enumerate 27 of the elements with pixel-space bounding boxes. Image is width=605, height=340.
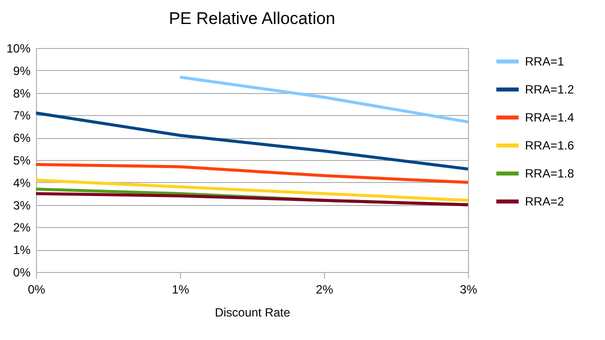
y-tick-label: 10% — [6, 42, 31, 56]
line-series — [34, 192, 470, 206]
y-tick-label: 9% — [13, 64, 31, 78]
y-tick-label: 1% — [13, 243, 31, 258]
line-series — [34, 111, 470, 170]
y-tick-label: 2% — [13, 220, 31, 235]
x-axis-title: Discount Rate — [214, 306, 291, 320]
x-tick-label: 3% — [460, 282, 478, 296]
x-tick-label: 0% — [28, 282, 46, 296]
y-tick-label: 8% — [13, 86, 31, 100]
line-series — [34, 178, 470, 202]
y-tick-label: 4% — [13, 176, 31, 190]
legend-label: RRA=1.2 — [525, 82, 574, 96]
legend-label: RRA=2 — [525, 194, 564, 208]
y-tick-label: 0% — [13, 266, 31, 280]
y-tick-label: 5% — [13, 154, 31, 168]
line-series — [34, 162, 470, 184]
legend-label: RRA=1.8 — [525, 166, 574, 180]
chart-title: PE Relative Allocation — [168, 9, 336, 28]
x-tick-label: 1% — [172, 282, 190, 296]
x-tick-label: 2% — [316, 282, 334, 296]
y-tick-label: 6% — [13, 131, 31, 146]
legend-label: RRA=1 — [525, 54, 564, 68]
legend-label: RRA=1.6 — [525, 138, 574, 152]
y-tick-label: 7% — [13, 108, 31, 123]
legend-label: RRA=1.4 — [525, 110, 574, 124]
y-tick-label: 3% — [13, 198, 31, 212]
